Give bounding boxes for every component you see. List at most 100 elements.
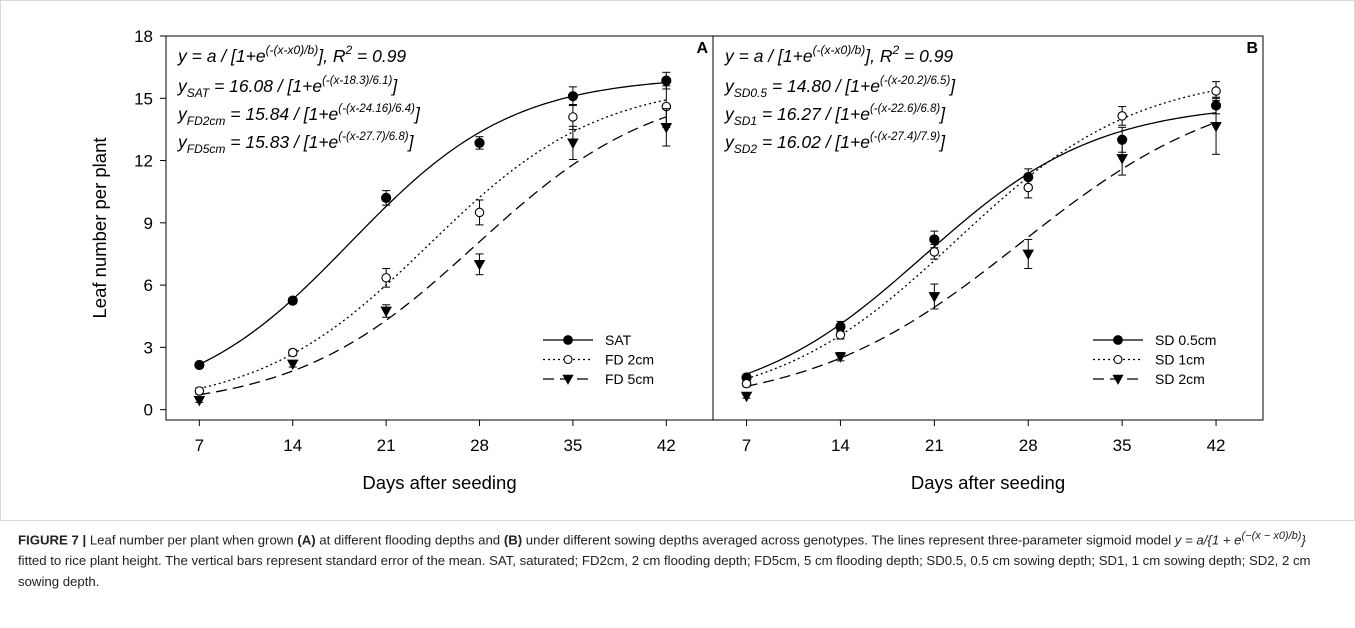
equation-part: (-(x-24.16)/6.4): [338, 103, 415, 115]
data-point: [1116, 154, 1128, 165]
equation-part: ]: [413, 104, 421, 124]
caption-panel-a: (A): [297, 532, 316, 548]
equation-part: ]: [938, 132, 946, 152]
equation-part: y = a / [1+e: [724, 46, 813, 66]
caption-part-2: at different flooding depths and: [315, 532, 504, 548]
equation-part: SD2: [734, 142, 758, 156]
equation-part: (-(x-27.4)/7.9): [870, 131, 940, 143]
data-point: [568, 112, 578, 122]
legend-label: SD 0.5cm: [1155, 332, 1216, 348]
equation-part: SD1: [734, 114, 757, 128]
data-point: [741, 378, 752, 389]
equation-fit: yFD2cm = 15.84 / [1+e(-(x-24.16)/6.4)]: [177, 103, 421, 128]
caption-formula-exponent: (−(x − x0)/b): [1241, 530, 1302, 542]
equation-part: = 16.08 / [1+e: [209, 76, 322, 96]
data-point: [928, 292, 941, 303]
legend-marker: [562, 374, 574, 385]
panel-a: 7 14 21 28 35 42 0 3 6 9 12 15 18 Days after seeding L…: [89, 27, 714, 493]
x-tick-label: 14: [831, 436, 850, 455]
equation-part: FD2cm: [187, 114, 226, 128]
x-tick-label: 21: [377, 436, 396, 455]
equation-part: ]: [938, 104, 946, 124]
data-point: [194, 359, 205, 371]
data-point: [193, 395, 206, 407]
x-tick-label: 35: [1113, 436, 1132, 455]
figure-caption: FIGURE 7 | Leaf number per plant when gr…: [18, 526, 1338, 592]
data-point: [474, 137, 485, 148]
fit-curve: [199, 116, 667, 396]
data-point: [929, 234, 940, 245]
caption-part-1: Leaf number per plant when grown: [89, 532, 298, 548]
y-tick-label: 3: [144, 338, 153, 357]
equation-part: = 0.99: [352, 46, 406, 66]
caption-lead: FIGURE 7 |: [18, 532, 90, 548]
equation-part: ], R: [316, 46, 346, 66]
y-tick-label: 9: [144, 214, 153, 233]
legend-marker: [1112, 374, 1124, 385]
equation-fit: ySD2 = 16.02 / [1+e(-(x-27.4)/7.9)]: [724, 131, 946, 156]
equation-part: 2: [344, 43, 352, 57]
equation-general: y = a / [1+e(-(x-x0)/b)], R2 = 0.99: [177, 43, 406, 66]
panel-label: B: [1246, 40, 1258, 57]
equation-part: = 15.84 / [1+e: [225, 104, 338, 124]
plot-frame: [712, 35, 1264, 421]
legend-label: SD 1cm: [1155, 352, 1205, 368]
data-point: [567, 91, 579, 102]
equation-part: SAT: [187, 86, 211, 100]
y-tick-label: 15: [134, 89, 153, 108]
equation-fit: yFD5cm = 15.83 / [1+e(-(x-27.7)/6.8)]: [177, 131, 415, 156]
equation-part: 2: [891, 43, 899, 57]
equation-part: y: [724, 132, 735, 152]
equation-fit: ySD0.5 = 14.80 / [1+e(-(x-20.2)/6.5)]: [724, 75, 956, 100]
data-point: [474, 207, 485, 218]
equation-part: y: [177, 76, 188, 96]
data-point: [835, 321, 846, 332]
x-axis-label: Days after seeding: [362, 472, 516, 493]
equation-part: ]: [948, 76, 956, 96]
equation-part: FD5cm: [187, 142, 226, 156]
equation-part: y: [177, 104, 188, 124]
legend-label: SAT: [605, 332, 632, 348]
data-point: [661, 75, 672, 86]
equation-part: = 14.80 / [1+e: [767, 76, 880, 96]
data-point: [740, 391, 753, 403]
equation-part: = 16.27 / [1+e: [757, 104, 870, 124]
data-point: [1210, 121, 1222, 133]
legend-label: FD 2cm: [605, 352, 654, 368]
fit-curve: [199, 99, 667, 390]
legend-marker: [1113, 335, 1123, 345]
fit-curve: [746, 89, 1217, 380]
data-point: [660, 122, 673, 134]
x-tick-label: 42: [1207, 436, 1226, 455]
y-tick-label: 6: [144, 276, 153, 295]
equation-part: y: [724, 76, 735, 96]
fit-curve: [746, 121, 1217, 387]
y-tick-label: 12: [134, 152, 153, 171]
y-tick-label: 18: [134, 27, 153, 46]
data-point: [1022, 249, 1035, 261]
legend-marker: [563, 335, 573, 345]
data-point: [929, 247, 940, 257]
caption-part-3: under different sowing depths averaged a…: [522, 532, 1175, 548]
data-point: [381, 192, 392, 204]
panel-label: A: [696, 40, 708, 57]
x-tick-label: 42: [657, 436, 676, 455]
equation-part: y: [177, 132, 188, 152]
data-point: [287, 295, 298, 306]
equation-part: ]: [407, 132, 415, 152]
data-point: [1117, 111, 1127, 121]
equation-part: y = a / [1+e: [177, 46, 266, 66]
data-point: [286, 359, 299, 371]
x-tick-label: 35: [563, 436, 582, 455]
equation-general: y = a / [1+e(-(x-x0)/b)], R2 = 0.99: [724, 43, 953, 66]
equation-part: SD0.5: [734, 86, 768, 100]
data-point: [381, 273, 391, 283]
equation-part: ], R: [863, 46, 893, 66]
data-point: [835, 330, 846, 340]
caption-part-4: fitted to rice plant height. The vertica…: [18, 553, 1311, 590]
legend-marker: [563, 354, 573, 365]
legend-marker: [1113, 354, 1123, 365]
x-tick-label: 7: [195, 436, 204, 455]
x-tick-label: 21: [925, 436, 944, 455]
